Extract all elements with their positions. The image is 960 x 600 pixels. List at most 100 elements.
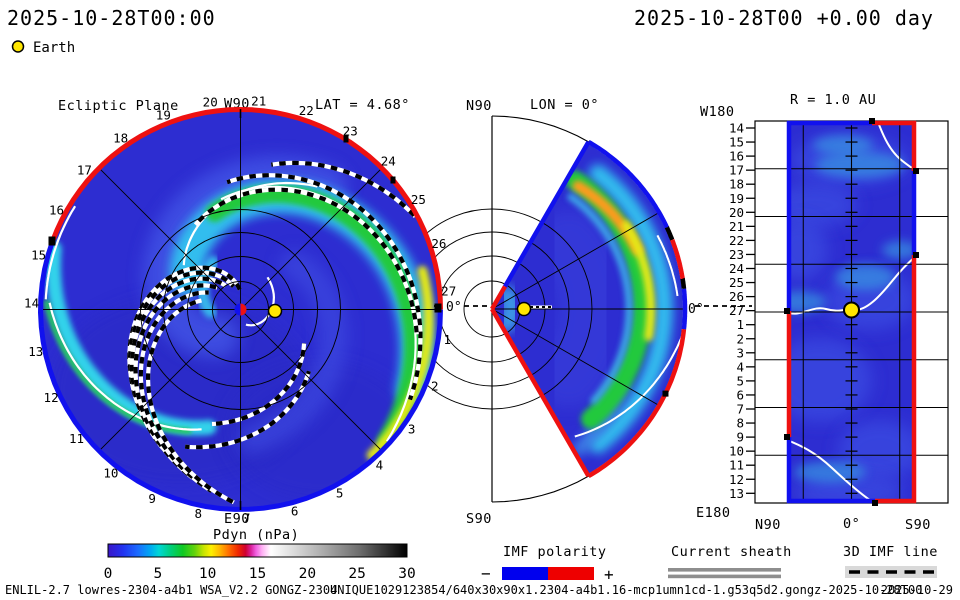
radial-x-0-label: 0° [843, 516, 860, 532]
svg-text:4: 4 [376, 458, 384, 473]
svg-text:9: 9 [736, 430, 744, 445]
earth-legend-label: Earth [33, 40, 75, 56]
meridional-panel: N90 LON = 0° S90 0° [391, 97, 752, 527]
svg-text:30: 30 [398, 566, 415, 582]
svg-text:23: 23 [729, 247, 744, 262]
ecliptic-panel: Ecliptic Plane W90 LAT = 4.68° 123456789… [24, 93, 490, 527]
radial-day-labels: 1415161718192021222324252627123456789101… [729, 121, 744, 501]
svg-text:1: 1 [444, 332, 452, 347]
svg-text:12: 12 [44, 390, 59, 405]
svg-text:15: 15 [31, 247, 46, 262]
forecast-timestamp: 2025-10-28T00 +0.00 day [634, 6, 934, 30]
earth-legend: Earth [11, 40, 75, 56]
svg-text:15: 15 [249, 566, 266, 582]
radial-panel: R = 1.0 AU W180 141516171819202122232425… [696, 92, 949, 533]
svg-text:24: 24 [381, 154, 396, 169]
ecliptic-title: Ecliptic Plane [58, 98, 179, 114]
svg-text:13: 13 [729, 486, 744, 501]
imf-line-legend: 3D IMF line [843, 544, 938, 578]
svg-text:14: 14 [729, 121, 744, 136]
svg-text:5: 5 [153, 566, 162, 582]
earth-marker-ecliptic [267, 303, 283, 319]
svg-text:25: 25 [348, 566, 365, 582]
colorbar-title: Pdyn (nPa) [213, 527, 299, 543]
radial-title: R = 1.0 AU [790, 92, 876, 108]
imf-polarity-label: IMF polarity [503, 544, 607, 560]
svg-text:2: 2 [736, 331, 744, 346]
svg-text:10: 10 [729, 444, 744, 459]
model-timestamp: 2025-10-28T00:00 [7, 6, 216, 30]
meridional-n90-label: N90 [466, 98, 492, 114]
svg-text:21: 21 [251, 93, 266, 108]
svg-text:27: 27 [729, 303, 744, 318]
svg-text:17: 17 [77, 163, 92, 178]
svg-text:23: 23 [343, 124, 358, 139]
radial-e180-label: E180 [696, 505, 731, 521]
svg-text:0: 0 [104, 566, 113, 582]
svg-text:22: 22 [299, 103, 314, 118]
svg-text:3: 3 [408, 421, 416, 436]
colorbar-ticks: 0 5 10 15 20 25 30 [104, 566, 416, 582]
svg-text:21: 21 [729, 219, 744, 234]
meridional-heatmap [391, 115, 752, 503]
svg-text:4: 4 [736, 359, 744, 374]
footer: ENLIL-2.7 lowres-2304-a4b1 WSA_V2.2 GONG… [5, 583, 953, 597]
svg-text:16: 16 [49, 202, 64, 217]
svg-text:17: 17 [729, 163, 744, 178]
svg-text:24: 24 [729, 261, 744, 276]
svg-text:5: 5 [336, 485, 344, 500]
model-version-text: ENLIL-2.7 lowres-2304-a4b1 WSA_V2.2 GONG… [5, 583, 337, 597]
svg-text:7: 7 [243, 510, 251, 525]
current-sheath-label: Current sheath [671, 544, 792, 560]
svg-text:10: 10 [199, 566, 216, 582]
svg-text:25: 25 [729, 275, 744, 290]
ecliptic-direction-label: 0° [446, 300, 462, 315]
svg-text:5: 5 [736, 373, 744, 388]
earth-icon [11, 40, 25, 53]
colorbar: Pdyn (nPa) 0 5 10 15 20 25 30 [104, 527, 416, 582]
sun-marker [234, 303, 241, 316]
earth-marker-meridional [516, 301, 532, 317]
radial-w180-label: W180 [700, 104, 735, 120]
header: 2025-10-28T00:00 2025-10-28T00 +0.00 day… [7, 6, 934, 56]
svg-text:14: 14 [24, 295, 39, 310]
watermark-date: 2025-10-29 [881, 583, 953, 597]
imf-plus-sign: + [604, 565, 614, 584]
svg-text:11: 11 [729, 458, 744, 473]
current-sheath-bar [668, 568, 781, 572]
svg-text:22: 22 [729, 233, 744, 248]
svg-text:3: 3 [736, 345, 744, 360]
imf-negative-swatch [502, 567, 548, 580]
svg-text:20: 20 [299, 566, 316, 582]
imf-line-label: 3D IMF line [843, 544, 938, 560]
ecliptic-lat-label: LAT = 4.68° [315, 97, 410, 113]
svg-text:13: 13 [28, 344, 43, 359]
svg-text:20: 20 [203, 95, 218, 110]
imf-minus-sign: − [481, 564, 491, 583]
svg-text:6: 6 [736, 387, 744, 402]
svg-text:25: 25 [411, 192, 426, 207]
meridional-s90-label: S90 [466, 511, 492, 527]
legend-row: IMF polarity − + Current sheath 3D IMF l… [481, 544, 938, 584]
svg-text:10: 10 [103, 465, 118, 480]
meridional-title: LON = 0° [530, 97, 599, 113]
svg-text:18: 18 [729, 177, 744, 192]
svg-text:18: 18 [113, 130, 128, 145]
imf-polarity-legend: IMF polarity − + [481, 544, 614, 584]
svg-text:6: 6 [291, 503, 299, 518]
svg-text:27: 27 [441, 283, 456, 298]
svg-text:19: 19 [156, 107, 171, 122]
current-sheath-bar [668, 574, 781, 579]
svg-text:7: 7 [736, 402, 744, 417]
radial-x-n90-label: N90 [755, 517, 781, 533]
svg-text:11: 11 [69, 431, 84, 446]
svg-text:8: 8 [736, 416, 744, 431]
colorbar-gradient [107, 543, 408, 558]
current-sheath-legend: Current sheath [668, 544, 792, 579]
radial-x-s90-label: S90 [905, 517, 931, 533]
svg-text:15: 15 [729, 135, 744, 150]
svg-text:19: 19 [729, 191, 744, 206]
svg-text:1: 1 [736, 317, 744, 332]
